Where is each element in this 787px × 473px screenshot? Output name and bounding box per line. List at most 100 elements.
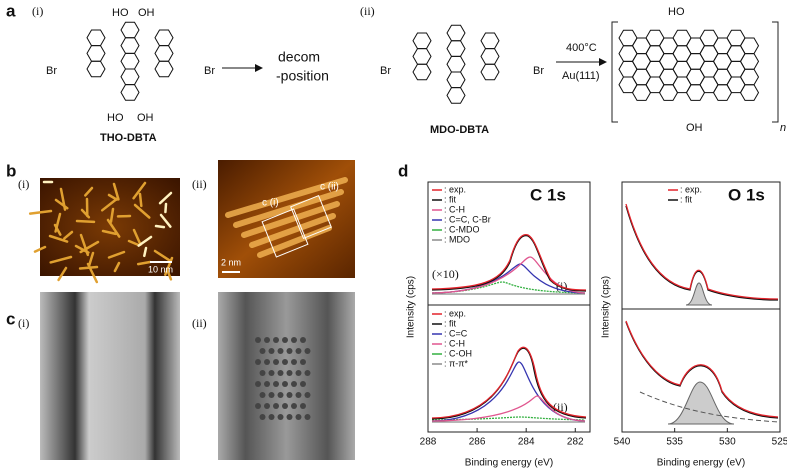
nanoribbon: [132, 228, 142, 246]
lattice-spot: [273, 337, 279, 343]
panel-label: c: [6, 309, 15, 328]
lattice-spot: [286, 414, 293, 420]
component-curve: [431, 256, 586, 294]
panel-label: b: [6, 161, 16, 180]
lattice-spot: [282, 381, 288, 387]
nanoribbon: [109, 207, 115, 224]
lattice-spot: [268, 348, 275, 354]
lattice-spot: [259, 348, 266, 354]
nanoribbon: [132, 181, 147, 200]
nanoribbon: [137, 235, 153, 247]
box-label: c (i): [262, 198, 279, 209]
legend-label: : exp.: [444, 308, 466, 318]
lattice-spot: [304, 348, 311, 354]
nanoribbon: [241, 201, 340, 238]
lattice-spot: [273, 403, 279, 409]
zoom-box: [261, 208, 309, 258]
plot-frame: [427, 181, 591, 433]
x-tick-label: 525: [772, 437, 787, 448]
repeat-index: n: [780, 122, 786, 134]
plot-frame: [621, 181, 781, 433]
lattice-spot: [304, 392, 311, 398]
exp-curve: [431, 346, 587, 419]
lattice-spot: [295, 370, 302, 376]
legend-label: : C-OH: [444, 348, 472, 358]
nanoribbon: [133, 203, 151, 219]
atom-label: Br: [533, 65, 544, 77]
sub-label: (i): [18, 316, 29, 330]
nanoribbon: [249, 213, 336, 248]
x-tick-label: 535: [666, 437, 683, 448]
panel-label: a: [6, 1, 16, 20]
lattice-spot: [268, 392, 275, 398]
afm-features: [255, 337, 311, 420]
lattice-spot: [291, 337, 297, 343]
nanoribbon: [74, 244, 90, 254]
nanoribbon: [48, 234, 69, 243]
lattice-spot: [255, 337, 261, 343]
component-area: [685, 282, 713, 306]
afm-image: [40, 292, 180, 460]
atom-label: OH: [138, 7, 155, 19]
atom-label: HO: [668, 6, 685, 18]
ring: [412, 48, 432, 65]
lattice-spot: [286, 392, 293, 398]
ring: [412, 63, 432, 81]
sub-label: (i): [18, 177, 29, 191]
exp-curve: [431, 233, 587, 291]
nanoribbon: [138, 192, 143, 208]
compound-name: THO-DBTA: [100, 132, 157, 144]
legend-label: : C-MDO: [444, 224, 480, 234]
lattice-spot: [259, 370, 266, 376]
nanoribbon: [158, 191, 173, 205]
lattice-spot: [295, 348, 302, 354]
ring: [120, 84, 140, 101]
ring: [446, 87, 466, 104]
lattice-spot: [268, 370, 275, 376]
ring: [480, 32, 500, 50]
ring: [739, 68, 760, 86]
nanoribbon: [154, 224, 166, 229]
atom-label: HO: [107, 112, 124, 124]
molecules: [86, 21, 760, 104]
nanoribbon: [153, 249, 173, 263]
lattice-spot: [277, 370, 284, 376]
nanoribbon: [53, 223, 62, 236]
ring: [120, 52, 140, 70]
nanoribbon: [33, 245, 47, 253]
lattice-spot: [295, 414, 302, 420]
atom-label: Br: [204, 65, 215, 77]
ring: [86, 29, 106, 47]
lattice-spot: [304, 370, 311, 376]
lattice-spot: [291, 381, 297, 387]
nanoribbon: [136, 260, 152, 266]
lattice-spot: [277, 414, 284, 420]
nanoribbon: [143, 246, 148, 258]
plot-annotations: 288 286 284 282 540 535 530 525: exp.: fit: C-H…: [420, 184, 787, 447]
lattice-spot: [259, 414, 266, 420]
ring: [480, 63, 500, 81]
legend-label: : fit: [680, 194, 693, 204]
ring: [154, 60, 174, 78]
x-tick-label: 286: [469, 437, 486, 448]
ring: [739, 53, 760, 70]
lattice-spot: [286, 348, 293, 354]
y-axis-label: Intensity (cps): [406, 276, 417, 338]
legend-label: : C=C: [444, 328, 468, 338]
ring: [739, 84, 760, 101]
legend-label: : exp.: [680, 184, 702, 194]
condition: Au(111): [562, 70, 600, 82]
lattice-spot: [268, 414, 275, 420]
lattice-spot: [291, 403, 297, 409]
legend-label: : exp.: [444, 184, 466, 194]
atom-label: HO: [112, 7, 129, 19]
caption: -position: [276, 68, 329, 84]
lattice-spot: [300, 381, 306, 387]
stm-features: [225, 177, 348, 258]
ring: [154, 29, 174, 47]
compound-name: MDO-DBTA: [430, 124, 489, 136]
ring: [120, 68, 140, 86]
scale-label: 10 nm: [148, 264, 173, 274]
multiplier: (×10): [432, 267, 459, 281]
